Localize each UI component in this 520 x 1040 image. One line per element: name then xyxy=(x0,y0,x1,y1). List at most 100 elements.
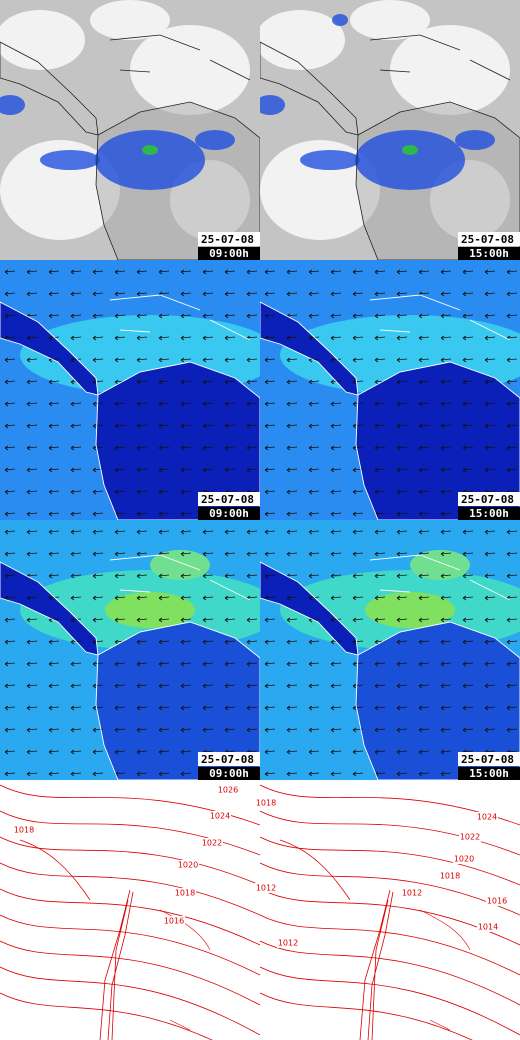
time-label: 15:00h xyxy=(469,247,509,260)
wind-arrows xyxy=(260,520,520,780)
isobar xyxy=(260,836,520,886)
isobar-panel xyxy=(260,780,520,1040)
isobar-label: 1024 xyxy=(477,813,497,822)
isobar-panel xyxy=(0,780,260,1040)
coastline xyxy=(0,554,260,780)
isobar-label-bg xyxy=(13,825,35,835)
isobar-label: 1020 xyxy=(454,855,474,864)
isobar xyxy=(260,966,520,1036)
time-label: 15:00h xyxy=(469,507,509,520)
isobar-label-bg xyxy=(453,854,475,864)
wind-arrows xyxy=(0,260,260,520)
isobar-label: 1024 xyxy=(210,812,230,821)
rain-area xyxy=(40,150,100,170)
rain-core xyxy=(142,145,158,155)
rain-area xyxy=(332,14,348,26)
rain-core xyxy=(402,145,418,155)
isobar-label-bg xyxy=(255,883,277,893)
date-label: 25-07-08 xyxy=(461,493,514,506)
cloud xyxy=(130,25,250,115)
isobar-label: 1014 xyxy=(478,923,498,932)
isobar-label: 1022 xyxy=(202,839,222,848)
coast-contour xyxy=(419,909,471,1031)
rain-area xyxy=(300,150,360,170)
rain-area xyxy=(95,130,205,190)
time-box xyxy=(198,767,260,780)
isobar-label-bg xyxy=(486,896,508,906)
rain-area xyxy=(0,95,25,115)
isobar-label-bg xyxy=(174,888,196,898)
time-box xyxy=(198,507,260,520)
isobar-label: 1018 xyxy=(175,889,195,898)
isobar xyxy=(0,836,260,886)
rain-area xyxy=(455,130,495,150)
cloud xyxy=(350,0,430,40)
wind-arrows xyxy=(260,260,520,520)
rain-area xyxy=(195,130,235,150)
date-box xyxy=(198,492,260,506)
isobar xyxy=(260,992,473,1040)
isobar xyxy=(0,888,260,946)
time-box xyxy=(458,247,520,260)
isobar-label-bg xyxy=(459,832,481,842)
rain-area xyxy=(355,130,465,190)
time-box xyxy=(458,767,520,780)
date-box xyxy=(198,752,260,766)
isobar-label: 1012 xyxy=(402,889,422,898)
isobar xyxy=(260,784,520,826)
isobar-label-bg xyxy=(401,888,423,898)
isobar-label: 1026 xyxy=(218,786,238,795)
isobar-label: 1018 xyxy=(256,799,276,808)
cloud xyxy=(390,25,510,115)
isobar xyxy=(0,992,213,1040)
cloud xyxy=(260,10,345,70)
isobar-label-bg xyxy=(201,838,223,848)
isobar xyxy=(0,862,260,916)
isobar xyxy=(260,940,520,1006)
isobar-label: 1020 xyxy=(178,861,198,870)
coastline xyxy=(260,34,520,260)
coastline xyxy=(260,294,520,520)
isobar xyxy=(0,966,260,1036)
isobar-label: 1012 xyxy=(278,939,298,948)
coastline xyxy=(0,34,260,260)
coastline xyxy=(0,294,260,520)
date-box xyxy=(458,492,520,506)
time-label: 09:00h xyxy=(209,767,249,780)
time-label: 09:00h xyxy=(209,507,249,520)
time-box xyxy=(198,247,260,260)
isobar xyxy=(260,914,520,976)
date-label: 25-07-08 xyxy=(201,753,254,766)
isobar-label: 1022 xyxy=(460,833,480,842)
isobar-label-bg xyxy=(439,871,461,881)
date-box xyxy=(198,232,260,246)
date-label: 25-07-08 xyxy=(461,753,514,766)
mountain-contours xyxy=(279,839,394,1040)
isobar xyxy=(260,862,520,916)
coastline xyxy=(260,554,520,780)
date-box xyxy=(458,232,520,246)
date-box xyxy=(458,752,520,766)
isobar-label-bg xyxy=(177,860,199,870)
mountain-contours xyxy=(19,839,134,1040)
wind-arrows xyxy=(0,520,260,780)
time-label: 09:00h xyxy=(209,247,249,260)
isobar xyxy=(0,914,260,976)
isobar-label-bg xyxy=(255,798,277,808)
cloud xyxy=(90,0,170,40)
isobar-label-bg xyxy=(163,916,185,926)
isobar-label-bg xyxy=(217,785,239,795)
date-label: 25-07-08 xyxy=(201,493,254,506)
isobar-label-bg xyxy=(476,812,498,822)
isobar-label-bg xyxy=(277,938,299,948)
isobar xyxy=(0,784,260,826)
time-box xyxy=(458,507,520,520)
isobar xyxy=(260,888,520,946)
isobar-label: 1012 xyxy=(256,884,276,893)
